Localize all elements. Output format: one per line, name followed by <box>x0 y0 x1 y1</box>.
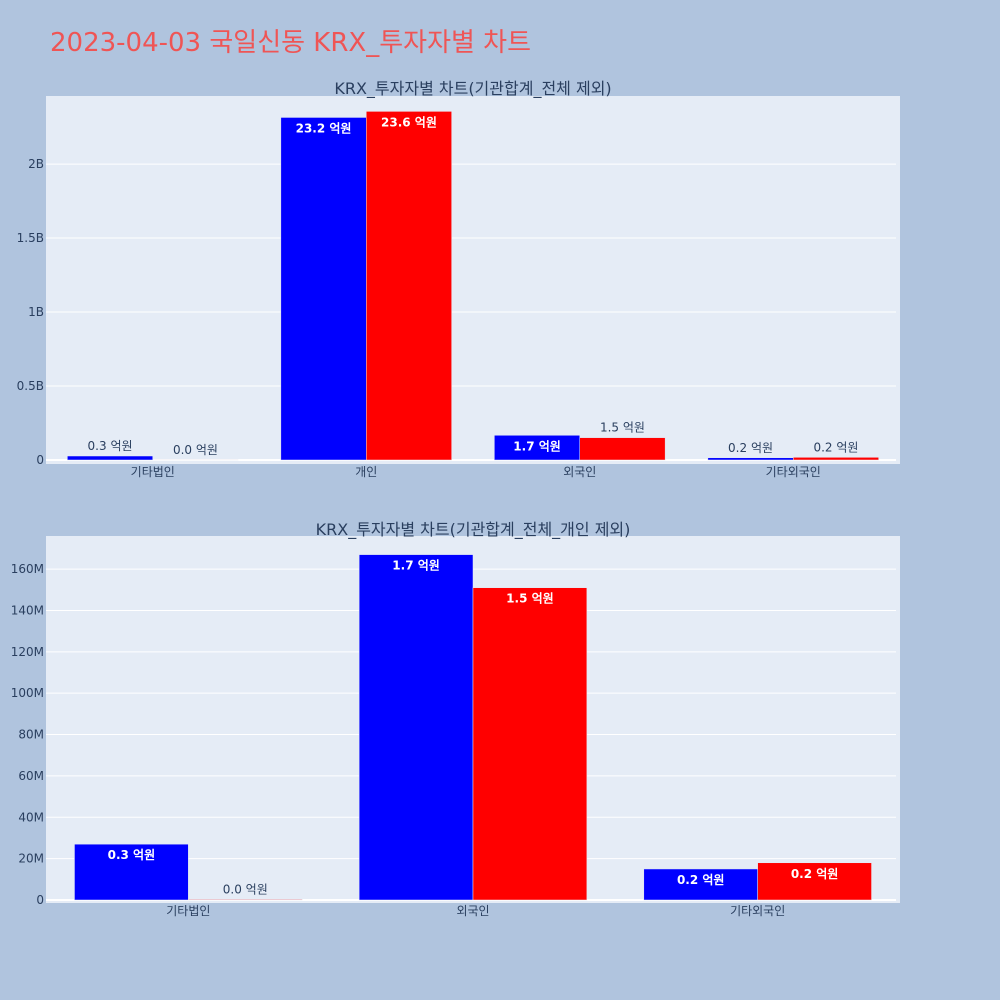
bar <box>358 554 474 901</box>
bar <box>67 455 153 461</box>
bar <box>472 587 588 901</box>
x-tick-label: 기타외국인 <box>730 904 785 918</box>
bar <box>366 111 452 461</box>
bar <box>188 899 303 901</box>
y-tick-label: 140M <box>11 603 44 617</box>
bar-data-label: 1.7 억원 <box>513 439 561 453</box>
page-title: 2023-04-03 국일신동 KRX_투자자별 차트 <box>50 28 532 58</box>
chart-title: KRX_투자자별 차트(기관합계_전체 제외) <box>334 79 611 99</box>
bar <box>643 868 758 901</box>
y-tick-label: 100M <box>11 686 44 700</box>
plot-area <box>46 96 900 464</box>
bar-data-label: 0.2 억원 <box>677 873 725 887</box>
bar-data-label: 0.3 억원 <box>88 439 133 453</box>
y-tick-label: 20M <box>18 852 44 866</box>
bar-data-label: 0.2 억원 <box>791 867 839 881</box>
bar-data-label: 23.2 억원 <box>296 121 352 135</box>
chart-all-investors: 0 0.5B 1B 1.5B 2B KRX_투자자별 차트(기관합계_전체 제외) 기타법인… <box>17 79 900 479</box>
bar-data-label: 0.2 억원 <box>728 441 773 455</box>
bar <box>74 843 189 901</box>
x-tick-label: 외국인 <box>563 465 596 479</box>
y-tick-label: 40M <box>18 810 44 824</box>
y-tick-label: 1B <box>28 305 44 319</box>
y-tick-label: 2B <box>28 157 44 171</box>
y-tick-label: 60M <box>18 769 44 783</box>
y-tick-label: 80M <box>18 728 44 742</box>
bar-data-label: 1.5 억원 <box>506 592 554 606</box>
y-tick-label: 0.5B <box>17 379 44 393</box>
bar <box>280 117 367 461</box>
bar <box>793 457 879 461</box>
x-tick-label: 기타외국인 <box>766 465 821 479</box>
bar <box>579 437 666 461</box>
chart-title: KRX_투자자별 차트(기관합계_전체_개인 제외) <box>316 520 631 540</box>
bar-data-label: 1.7 억원 <box>392 559 440 573</box>
bar-data-label: 1.5 억원 <box>600 421 645 435</box>
y-tick-label: 120M <box>11 645 44 659</box>
bar <box>757 862 872 901</box>
y-tick-label: 0 <box>36 453 44 467</box>
x-tick-label: 기타법인 <box>131 465 175 479</box>
bar-data-label: 0.0 억원 <box>223 882 268 896</box>
y-tick-label: 160M <box>11 562 44 576</box>
y-tick-label: 1.5B <box>17 231 44 245</box>
y-tick-label: 0 <box>36 893 44 907</box>
bar-data-label: 0.0 억원 <box>173 443 218 457</box>
x-tick-label: 개인 <box>355 465 377 479</box>
bar-data-label: 0.2 억원 <box>813 440 858 454</box>
bar-data-label: 23.6 억원 <box>381 115 437 129</box>
x-tick-label: 기타법인 <box>166 904 210 918</box>
bar-data-label: 0.3 억원 <box>108 848 156 862</box>
x-tick-label: 외국인 <box>456 904 489 918</box>
